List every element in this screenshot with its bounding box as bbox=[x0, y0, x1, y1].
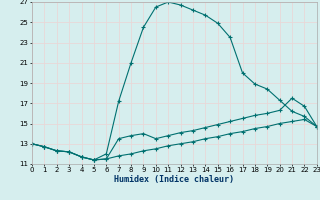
X-axis label: Humidex (Indice chaleur): Humidex (Indice chaleur) bbox=[115, 175, 234, 184]
